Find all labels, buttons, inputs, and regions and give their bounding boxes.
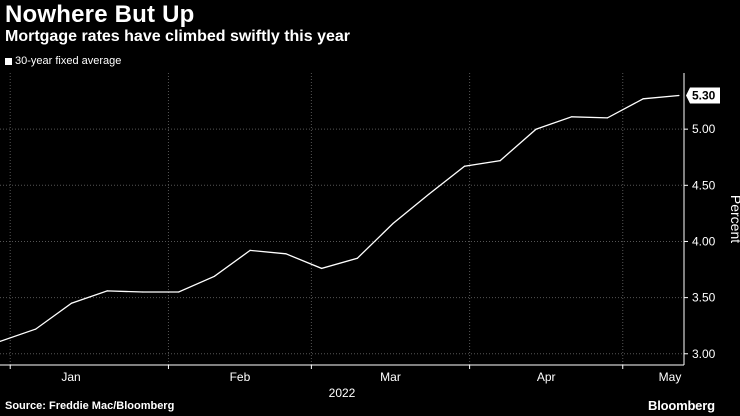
data-point [321, 267, 323, 269]
chart-subtitle: Mortgage rates have climbed swiftly this… [5, 28, 351, 45]
y-tick-label: 4.50 [692, 178, 716, 192]
y-tick-label: 4.00 [692, 234, 716, 248]
x-tick-label: Jan [61, 370, 80, 384]
legend: 30-year fixed average [5, 55, 121, 67]
end-value-callout [686, 87, 720, 104]
data-point [35, 328, 37, 330]
x-tick-label: May [659, 370, 682, 384]
data-point [106, 290, 108, 292]
legend-swatch [5, 57, 12, 65]
data-point [463, 165, 466, 167]
y-tick-label: 3.50 [692, 291, 716, 305]
data-point [642, 98, 644, 100]
end-value-label: 5.30 [692, 88, 716, 102]
x-tick-label: Apr [537, 370, 556, 384]
data-point [70, 302, 73, 304]
y-axis-title: Percent [728, 195, 740, 243]
data-point [571, 116, 573, 118]
chart-title: Nowhere But Up [5, 1, 195, 28]
y-tick-label: 5.00 [692, 122, 716, 136]
data-point [0, 340, 1, 342]
data-point [178, 291, 180, 293]
data-point [356, 257, 358, 259]
data-point [285, 253, 287, 255]
data-point [499, 160, 501, 162]
brand-logo: Bloomberg [648, 398, 715, 413]
data-point [249, 249, 251, 251]
data-point [213, 275, 215, 277]
data-point [428, 193, 430, 195]
data-point [392, 222, 394, 225]
data-point [535, 128, 537, 130]
x-axis-title: 2022 [329, 386, 356, 400]
x-tick-label: Feb [230, 370, 251, 384]
series-line [0, 94, 679, 343]
data-point [606, 117, 609, 119]
y-tick-label: 3.00 [692, 347, 716, 361]
data-point [142, 291, 144, 293]
source-note: Source: Freddie Mac/Bloomberg [5, 400, 175, 412]
x-tick-label: Mar [380, 370, 401, 384]
data-point [678, 94, 680, 97]
legend-label: 30-year fixed average [15, 55, 122, 67]
